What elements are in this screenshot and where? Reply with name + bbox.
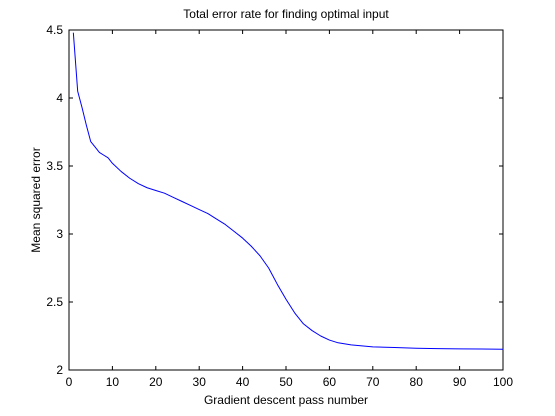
x-tick-label: 0 [66, 375, 73, 389]
tick-labels-group: 0 10 20 30 40 50 60 70 80 90 100 2 2.5 3 3.5 4 4.5 [46, 23, 513, 389]
x-tick-label: 60 [323, 375, 337, 389]
series-group [72, 32, 504, 350]
x-tick-label: 20 [149, 375, 163, 389]
y-tick-label: 3.5 [46, 159, 63, 173]
series-line-mean-squared-error [72, 32, 504, 350]
chart-title: Total error rate for finding optimal inp… [183, 7, 389, 21]
x-tick-label: 80 [410, 375, 424, 389]
plot-area-frame [68, 29, 504, 371]
x-tick-label: 40 [236, 375, 250, 389]
x-axis-label: Gradient descent pass number [204, 393, 368, 407]
y-axis-label: Mean squared error [29, 147, 43, 252]
x-tick-label: 50 [279, 375, 293, 389]
x-tick-label: 100 [493, 375, 513, 389]
ticks-group [68, 29, 504, 371]
y-tick-label: 4 [56, 91, 63, 105]
y-tick-label: 4.5 [46, 23, 63, 37]
plot-frame-group [68, 29, 504, 371]
y-tick-label: 3 [56, 227, 63, 241]
y-tick-label: 2.5 [46, 295, 63, 309]
x-tick-label: 90 [453, 375, 467, 389]
x-tick-label: 10 [106, 375, 120, 389]
x-tick-label: 30 [193, 375, 207, 389]
x-tick-label: 70 [366, 375, 380, 389]
y-tick-label: 2 [56, 363, 63, 377]
